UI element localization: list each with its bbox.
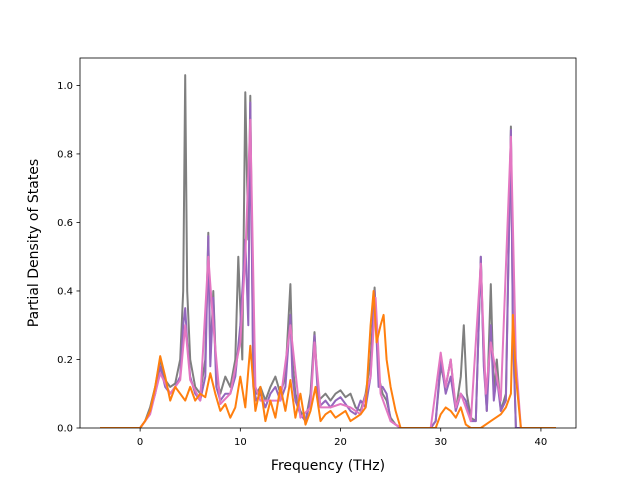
y-tick-label: 1.0 xyxy=(57,81,73,92)
x-tick-label: 0 xyxy=(137,437,143,448)
plot-frame xyxy=(79,57,577,429)
x-tick-label: 30 xyxy=(434,437,447,448)
x-tick-label: 40 xyxy=(535,437,548,448)
y-axis-label: Partial Density of States xyxy=(26,159,42,327)
y-tick-label: 0.2 xyxy=(57,355,73,366)
series-layer xyxy=(100,74,556,428)
x-axis-label: Frequency (THz) xyxy=(271,458,385,474)
x-axis: 0 10 20 30 40 xyxy=(137,428,547,448)
x-tick-label: 10 xyxy=(234,437,247,448)
series-line-2 xyxy=(100,118,556,428)
y-tick-label: 0.0 xyxy=(57,424,73,435)
x-tick-label: 20 xyxy=(334,437,347,448)
y-tick-label: 0.6 xyxy=(57,218,73,229)
y-tick-label: 0.8 xyxy=(57,149,73,160)
y-tick-label: 0.4 xyxy=(57,286,73,297)
series-line-3 xyxy=(100,290,556,428)
y-axis: 0.0 0.2 0.4 0.6 0.8 1.0 xyxy=(57,81,80,435)
